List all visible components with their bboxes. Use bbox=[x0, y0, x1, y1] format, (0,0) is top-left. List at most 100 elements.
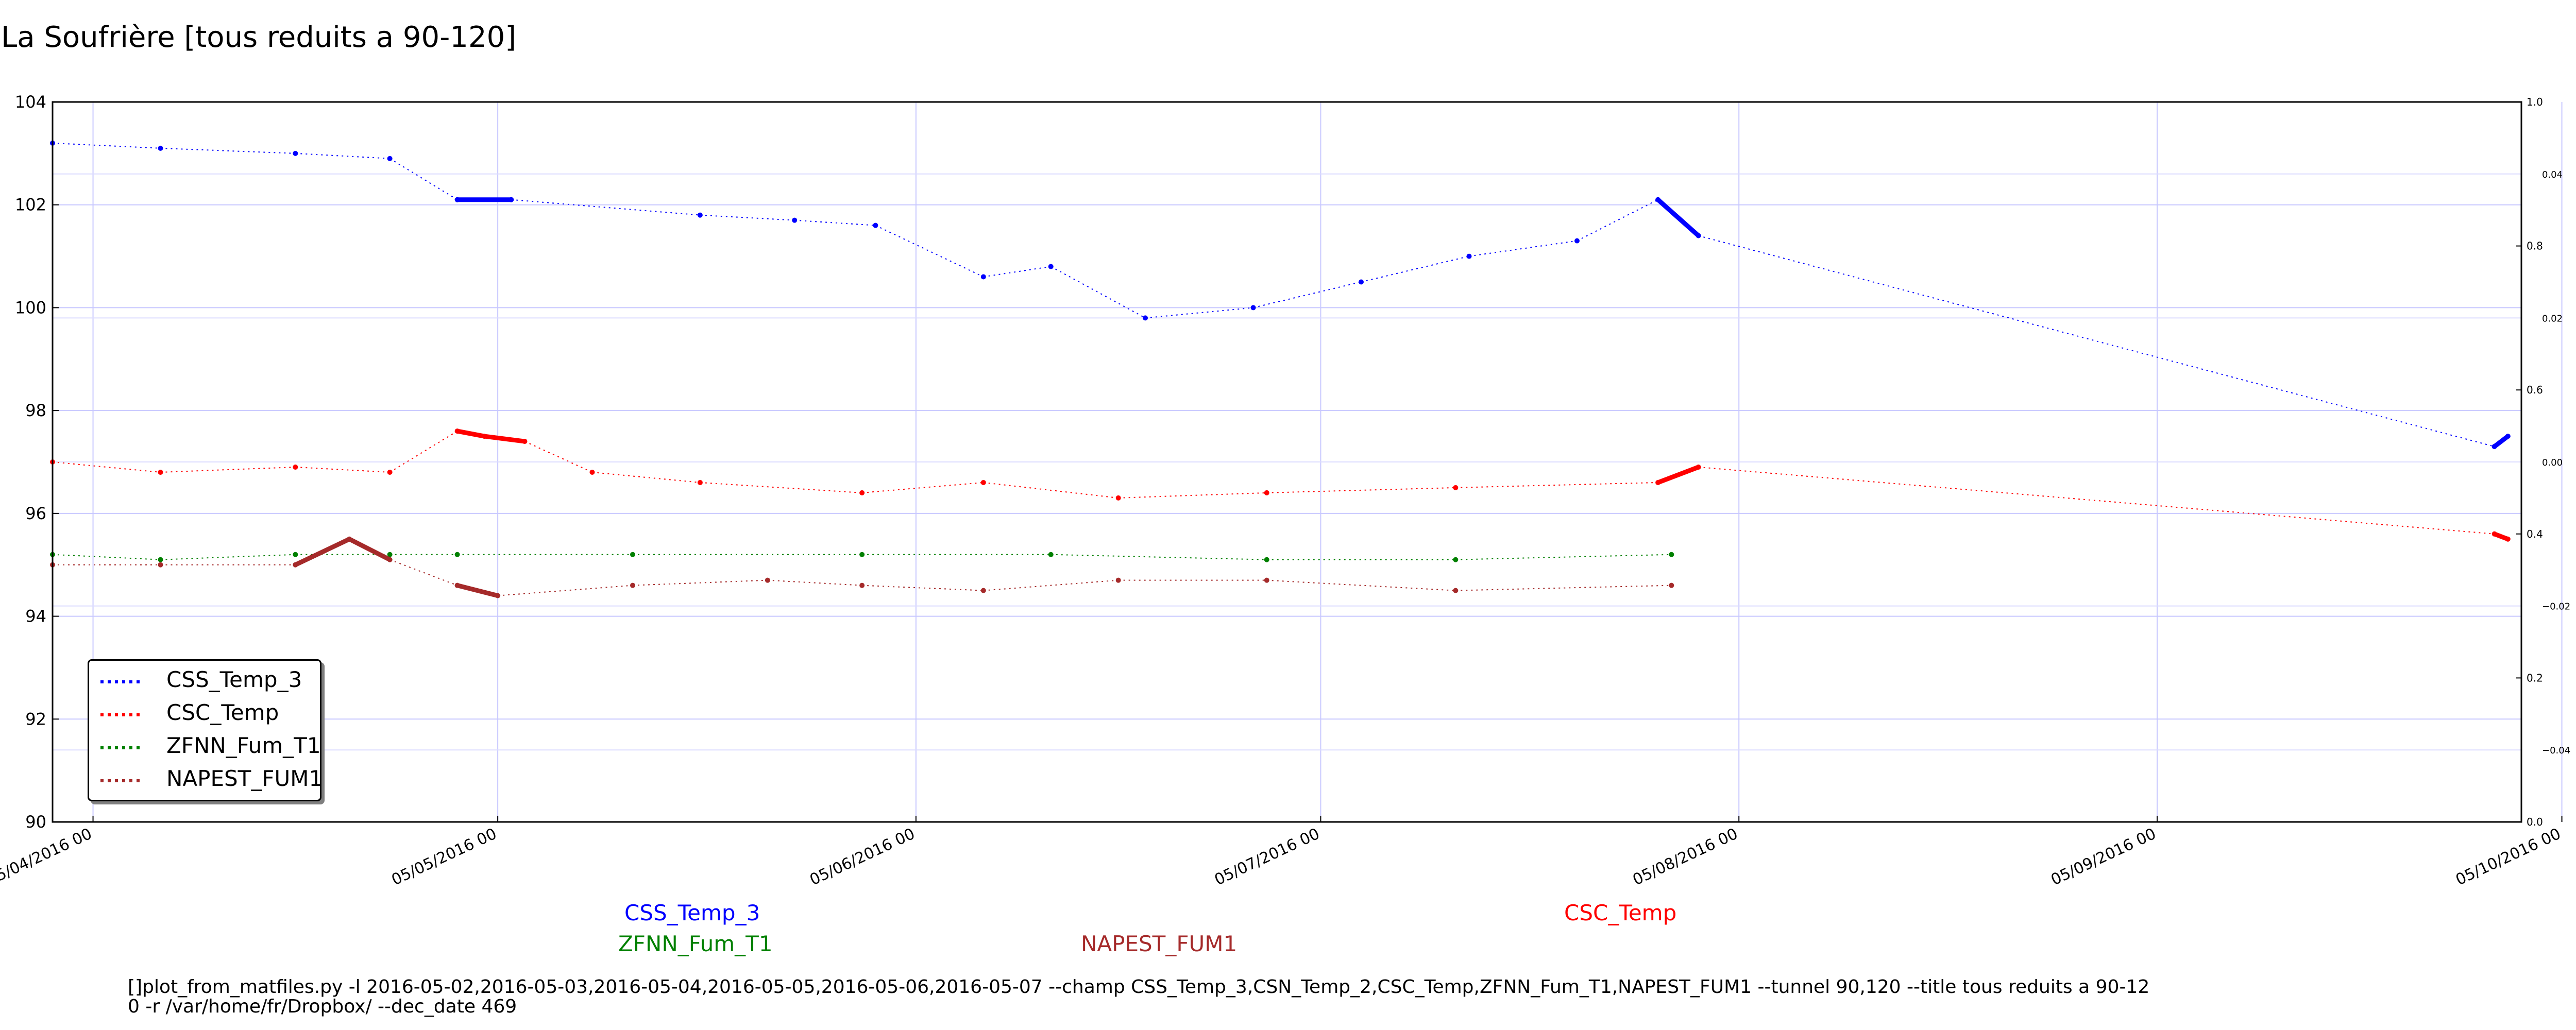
right-tick-label: 0.2 bbox=[2527, 672, 2543, 684]
legend-swatch bbox=[100, 680, 142, 683]
series-gap-connector bbox=[295, 152, 390, 159]
data-point bbox=[1453, 557, 1459, 562]
data-point bbox=[1655, 479, 1661, 485]
data-point bbox=[1048, 552, 1054, 557]
series-gap-connector bbox=[632, 579, 768, 586]
x-tick-label: 05/06/2016 00 bbox=[807, 825, 918, 889]
series-gap-connector bbox=[1253, 281, 1362, 308]
series-line bbox=[456, 583, 499, 598]
series-gap-connector bbox=[389, 158, 458, 200]
x-tick-label: 05/07/2016 00 bbox=[1212, 825, 1323, 889]
data-point bbox=[522, 439, 528, 444]
series-gap-connector bbox=[1050, 554, 1267, 560]
x-tick-label: 05/04/2016 00 bbox=[0, 825, 95, 889]
data-point bbox=[1115, 577, 1121, 583]
data-point bbox=[1466, 253, 1472, 259]
series-caption: NAPEST_FUM1 bbox=[1081, 931, 1238, 956]
data-point bbox=[158, 469, 163, 475]
series-gap-connector bbox=[592, 471, 701, 483]
data-point bbox=[293, 150, 298, 156]
series-line bbox=[294, 537, 391, 567]
y-tick-label: 92 bbox=[25, 709, 46, 729]
data-point bbox=[293, 552, 298, 557]
data-point bbox=[1453, 485, 1459, 490]
data-point bbox=[293, 464, 298, 470]
x-tick-label: 05/08/2016 00 bbox=[1630, 825, 1741, 889]
series-gap-connector bbox=[983, 482, 1118, 499]
y-tick-label: 90 bbox=[25, 812, 46, 832]
data-point bbox=[509, 197, 514, 202]
legend-swatch bbox=[100, 746, 142, 749]
data-point bbox=[454, 197, 460, 202]
series-gap-connector bbox=[1118, 492, 1267, 499]
data-point bbox=[347, 536, 352, 542]
legend-label: ZFNN_Fum_T1 bbox=[166, 733, 321, 758]
legend-label: CSS_Temp_3 bbox=[166, 667, 302, 692]
data-point bbox=[980, 588, 986, 593]
series-gap-connector bbox=[1455, 554, 1672, 560]
series-gap-connector bbox=[983, 266, 1051, 278]
y-tick-label: 96 bbox=[25, 504, 46, 523]
data-point bbox=[1264, 557, 1269, 562]
series-gap-connector bbox=[700, 482, 862, 493]
data-point bbox=[454, 582, 460, 588]
data-point bbox=[2505, 536, 2511, 542]
command-line-2: 0 -r /var/home/fr/Dropbox/ --dec_date 46… bbox=[128, 996, 517, 1017]
series-gap-connector bbox=[498, 585, 633, 596]
series-gap-connector bbox=[52, 461, 161, 473]
data-point bbox=[454, 552, 460, 557]
x-tick-label: 05/10/2016 00 bbox=[2453, 825, 2564, 889]
y-tick-label: 94 bbox=[25, 607, 46, 626]
series-gap-connector bbox=[875, 225, 984, 278]
data-point bbox=[1696, 233, 1701, 238]
series-gap-connector bbox=[1266, 487, 1456, 493]
data-point bbox=[1250, 305, 1256, 311]
data-point bbox=[1669, 552, 1674, 557]
right-inner-tick-label: 0.04 bbox=[2542, 169, 2563, 180]
series-gap-connector bbox=[1469, 240, 1578, 257]
data-point bbox=[387, 156, 393, 161]
right-inner-tick-label: −0.04 bbox=[2542, 745, 2570, 756]
data-point bbox=[495, 593, 501, 598]
data-point bbox=[293, 562, 298, 568]
series-gap-connector bbox=[52, 142, 161, 149]
right-inner-tick-label: 0.00 bbox=[2542, 457, 2563, 468]
series-gap-connector bbox=[1698, 235, 2495, 448]
y-tick-label: 104 bbox=[15, 92, 46, 112]
legend-swatch bbox=[100, 779, 142, 782]
data-point bbox=[1264, 490, 1269, 495]
series-gap-connector bbox=[389, 431, 458, 473]
data-point bbox=[765, 577, 770, 583]
right-tick-label: 0.4 bbox=[2527, 528, 2543, 540]
series-gap-connector bbox=[295, 466, 390, 473]
data-point bbox=[387, 557, 393, 562]
data-point bbox=[1143, 315, 1148, 321]
series-gap-connector bbox=[160, 147, 296, 154]
data-point bbox=[2505, 434, 2511, 439]
series-caption: CSS_Temp_3 bbox=[624, 900, 760, 925]
right-tick-label: 0.8 bbox=[2527, 240, 2543, 252]
data-point bbox=[1359, 279, 1364, 285]
data-point bbox=[980, 274, 986, 280]
series-gap-connector bbox=[1266, 579, 1456, 591]
y-tick-label: 102 bbox=[15, 195, 46, 215]
right-tick-label: 0.0 bbox=[2527, 816, 2543, 828]
data-point bbox=[589, 469, 595, 475]
data-point bbox=[859, 552, 865, 557]
chart-title: La Soufrière [tous reduits a 90-120] bbox=[1, 21, 517, 54]
series-gap-connector bbox=[1698, 466, 2495, 535]
y-tick-label: 100 bbox=[15, 298, 46, 317]
x-tick-label: 05/05/2016 00 bbox=[389, 825, 500, 889]
data-point bbox=[697, 212, 703, 218]
data-point bbox=[1115, 495, 1121, 501]
data-point bbox=[873, 222, 878, 228]
series-gap-connector bbox=[160, 554, 296, 560]
series-line bbox=[456, 428, 526, 444]
data-point bbox=[387, 469, 393, 475]
legend-label: CSC_Temp bbox=[166, 700, 279, 725]
data-point bbox=[481, 434, 487, 439]
series-caption: ZFNN_Fum_T1 bbox=[618, 931, 773, 956]
data-point bbox=[1696, 464, 1701, 470]
data-point bbox=[158, 145, 163, 151]
plot-frame bbox=[52, 101, 2522, 823]
